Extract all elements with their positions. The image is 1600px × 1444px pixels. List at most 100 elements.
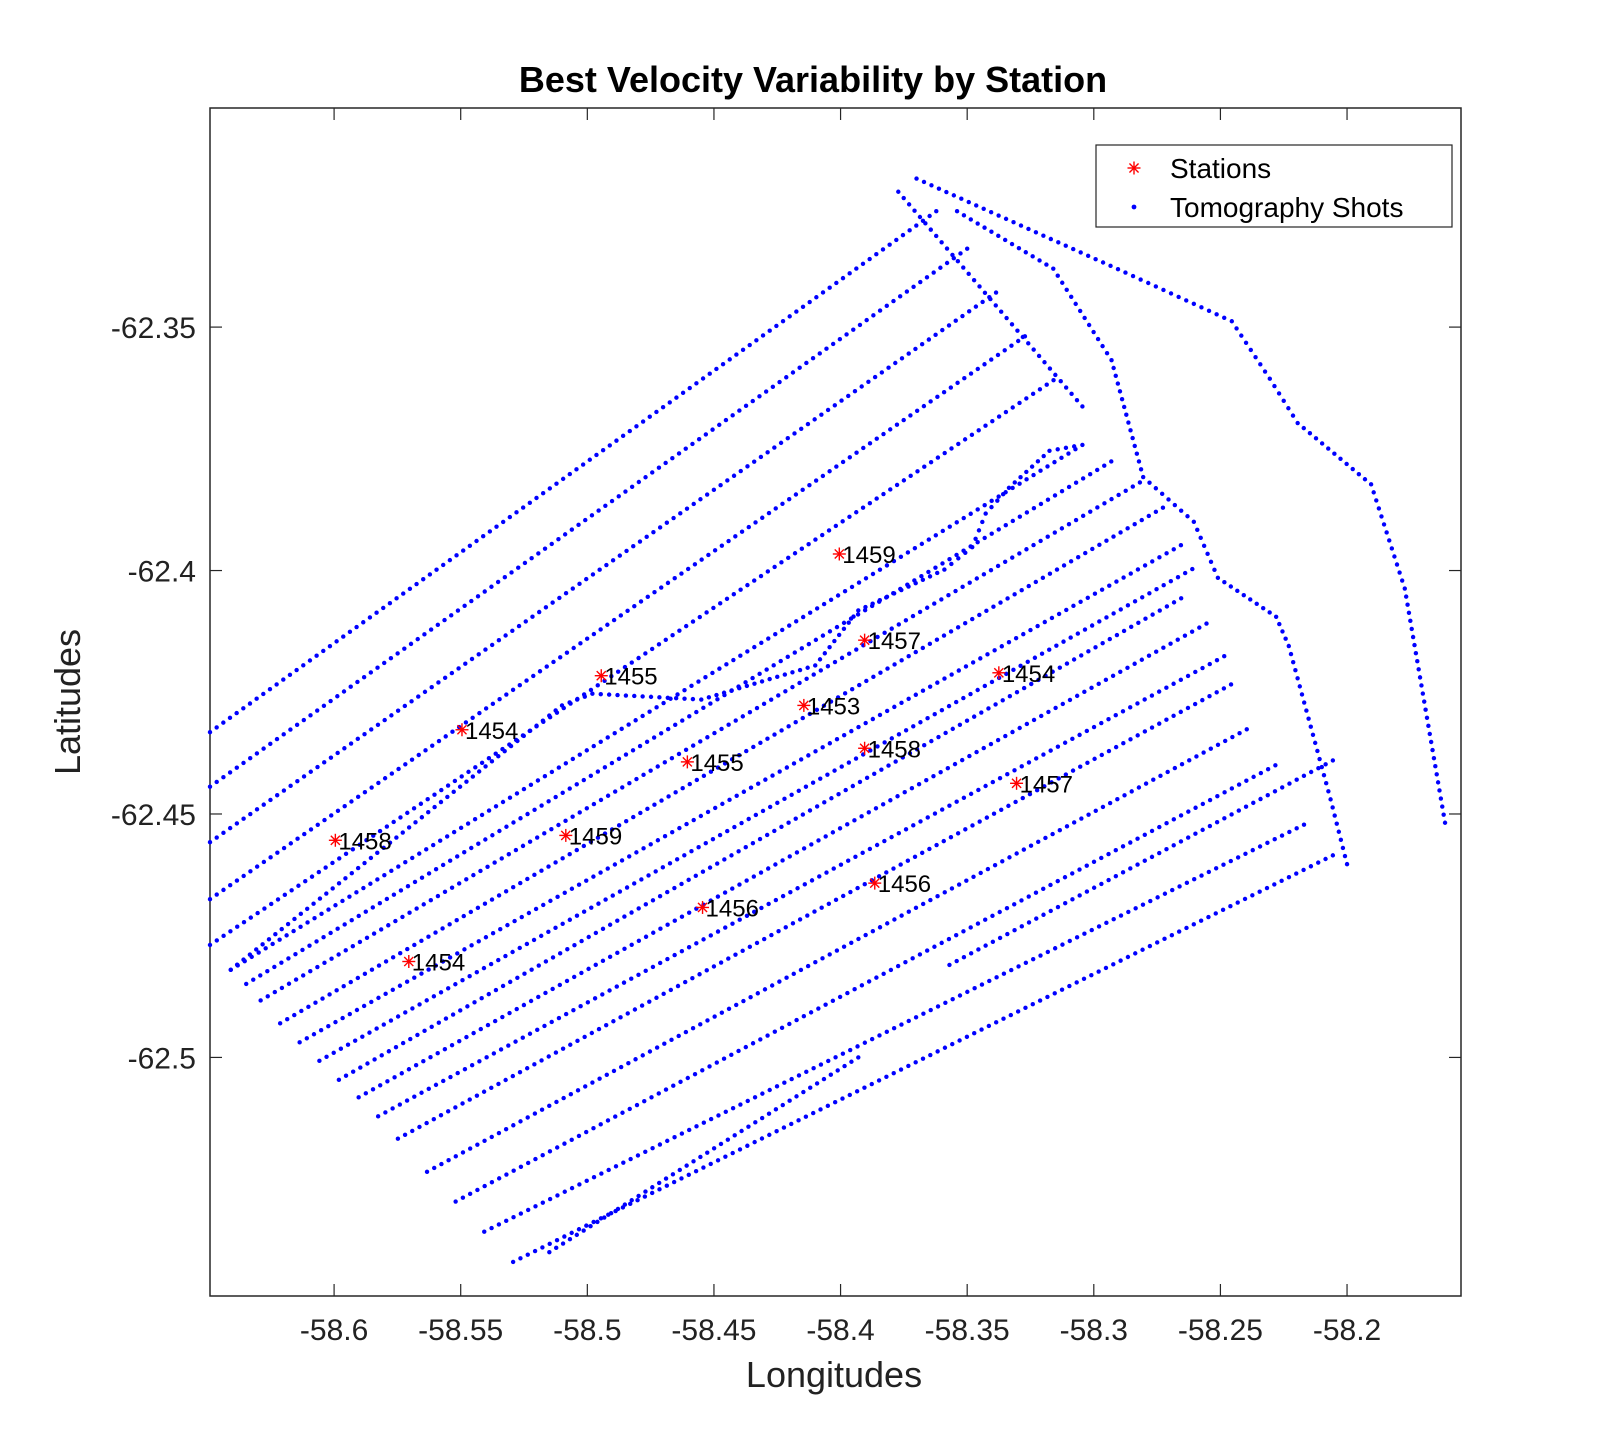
shot-point bbox=[503, 889, 509, 894]
shot-point bbox=[1244, 727, 1249, 732]
shot-point bbox=[1206, 308, 1212, 314]
shot-point bbox=[1265, 766, 1271, 772]
shot-point bbox=[896, 830, 902, 836]
shot-point bbox=[656, 1180, 662, 1186]
shot-point bbox=[755, 781, 761, 786]
shot-point bbox=[672, 1135, 677, 1140]
shot-point bbox=[1185, 705, 1191, 711]
shot-point bbox=[1091, 329, 1096, 335]
shot-point bbox=[808, 1010, 814, 1015]
shot-point bbox=[1207, 694, 1212, 699]
shot-point bbox=[724, 596, 730, 601]
shot-point bbox=[863, 932, 868, 938]
shot-point bbox=[779, 560, 784, 565]
shot-point bbox=[663, 1087, 669, 1092]
shot-point bbox=[804, 360, 809, 366]
shot-point bbox=[784, 375, 789, 380]
shot-point bbox=[337, 856, 342, 861]
shot-point bbox=[227, 715, 233, 721]
shot-point bbox=[1082, 315, 1087, 321]
shot-point bbox=[814, 1081, 820, 1086]
shot-point bbox=[553, 708, 558, 713]
shot-point bbox=[662, 760, 668, 765]
shot-point bbox=[317, 896, 323, 901]
shot-point bbox=[1100, 804, 1106, 810]
shot-point bbox=[678, 511, 683, 516]
shot-point bbox=[811, 672, 816, 677]
shot-point bbox=[1097, 542, 1102, 548]
shot-point bbox=[1122, 793, 1127, 798]
shot-point bbox=[1059, 455, 1064, 461]
shot-point bbox=[805, 665, 810, 670]
shot-point bbox=[698, 1022, 703, 1027]
shot-point bbox=[1304, 708, 1309, 713]
shot-point bbox=[1006, 640, 1012, 645]
shot-point bbox=[1194, 754, 1199, 759]
shot-point bbox=[367, 1030, 372, 1035]
shot-point bbox=[532, 872, 537, 878]
shot-point bbox=[500, 519, 506, 525]
shot-point bbox=[513, 1039, 518, 1044]
shot-point bbox=[633, 1057, 638, 1062]
shot-point bbox=[948, 385, 954, 390]
shot-point bbox=[698, 813, 704, 819]
shot-point bbox=[692, 1071, 698, 1077]
shot-point bbox=[750, 398, 755, 404]
shot-point bbox=[1295, 676, 1300, 681]
shot-point bbox=[916, 782, 922, 787]
shot-point bbox=[737, 917, 742, 922]
shot-point bbox=[1051, 266, 1056, 271]
shot-point bbox=[489, 897, 495, 902]
shot-point bbox=[1097, 619, 1102, 624]
shot-point bbox=[340, 898, 345, 904]
shot-point bbox=[933, 533, 939, 538]
shot-point bbox=[727, 357, 732, 362]
shot-point bbox=[857, 682, 862, 688]
shot-point bbox=[996, 494, 1001, 499]
shot-point bbox=[1184, 925, 1189, 931]
shot-point bbox=[979, 982, 985, 987]
shot-point bbox=[281, 732, 286, 737]
shot-point bbox=[786, 820, 791, 825]
shot-point bbox=[994, 975, 999, 980]
shot-point bbox=[704, 610, 709, 615]
shot-point bbox=[489, 584, 494, 589]
shot-point bbox=[1104, 615, 1109, 620]
shot-point bbox=[961, 515, 966, 521]
shot-point bbox=[396, 766, 401, 772]
shot-point bbox=[542, 831, 547, 836]
shot-point bbox=[369, 785, 374, 790]
shot-point bbox=[293, 951, 298, 957]
shot-point bbox=[658, 731, 664, 736]
shot-point bbox=[1012, 592, 1017, 597]
shot-point bbox=[395, 1136, 401, 1141]
legend-star bbox=[1127, 161, 1141, 175]
shot-point bbox=[711, 964, 717, 969]
shot-point bbox=[248, 915, 254, 920]
shot-point bbox=[419, 1090, 424, 1095]
shot-point bbox=[465, 821, 471, 826]
shot-point bbox=[417, 1124, 422, 1130]
shot-point bbox=[856, 580, 862, 585]
shot-point bbox=[1132, 599, 1138, 604]
shot-point bbox=[314, 653, 319, 658]
shot-point bbox=[563, 818, 568, 824]
shot-point bbox=[574, 697, 580, 702]
shot-point bbox=[277, 937, 282, 942]
shot-point bbox=[305, 906, 310, 911]
shot-point bbox=[807, 808, 813, 813]
shot-point bbox=[811, 1065, 816, 1071]
shot-point bbox=[686, 945, 692, 950]
shot-point bbox=[830, 830, 836, 835]
shot-point bbox=[733, 952, 738, 957]
shot-point bbox=[751, 909, 757, 915]
shot-point bbox=[836, 791, 841, 797]
shot-point bbox=[687, 714, 692, 719]
shot-point bbox=[720, 801, 725, 807]
shot-point bbox=[819, 412, 824, 417]
shot-point bbox=[956, 882, 962, 887]
shot-point bbox=[1405, 602, 1410, 607]
shot-point bbox=[457, 1038, 462, 1044]
shot-point bbox=[738, 468, 743, 474]
shot-point bbox=[376, 995, 381, 1001]
